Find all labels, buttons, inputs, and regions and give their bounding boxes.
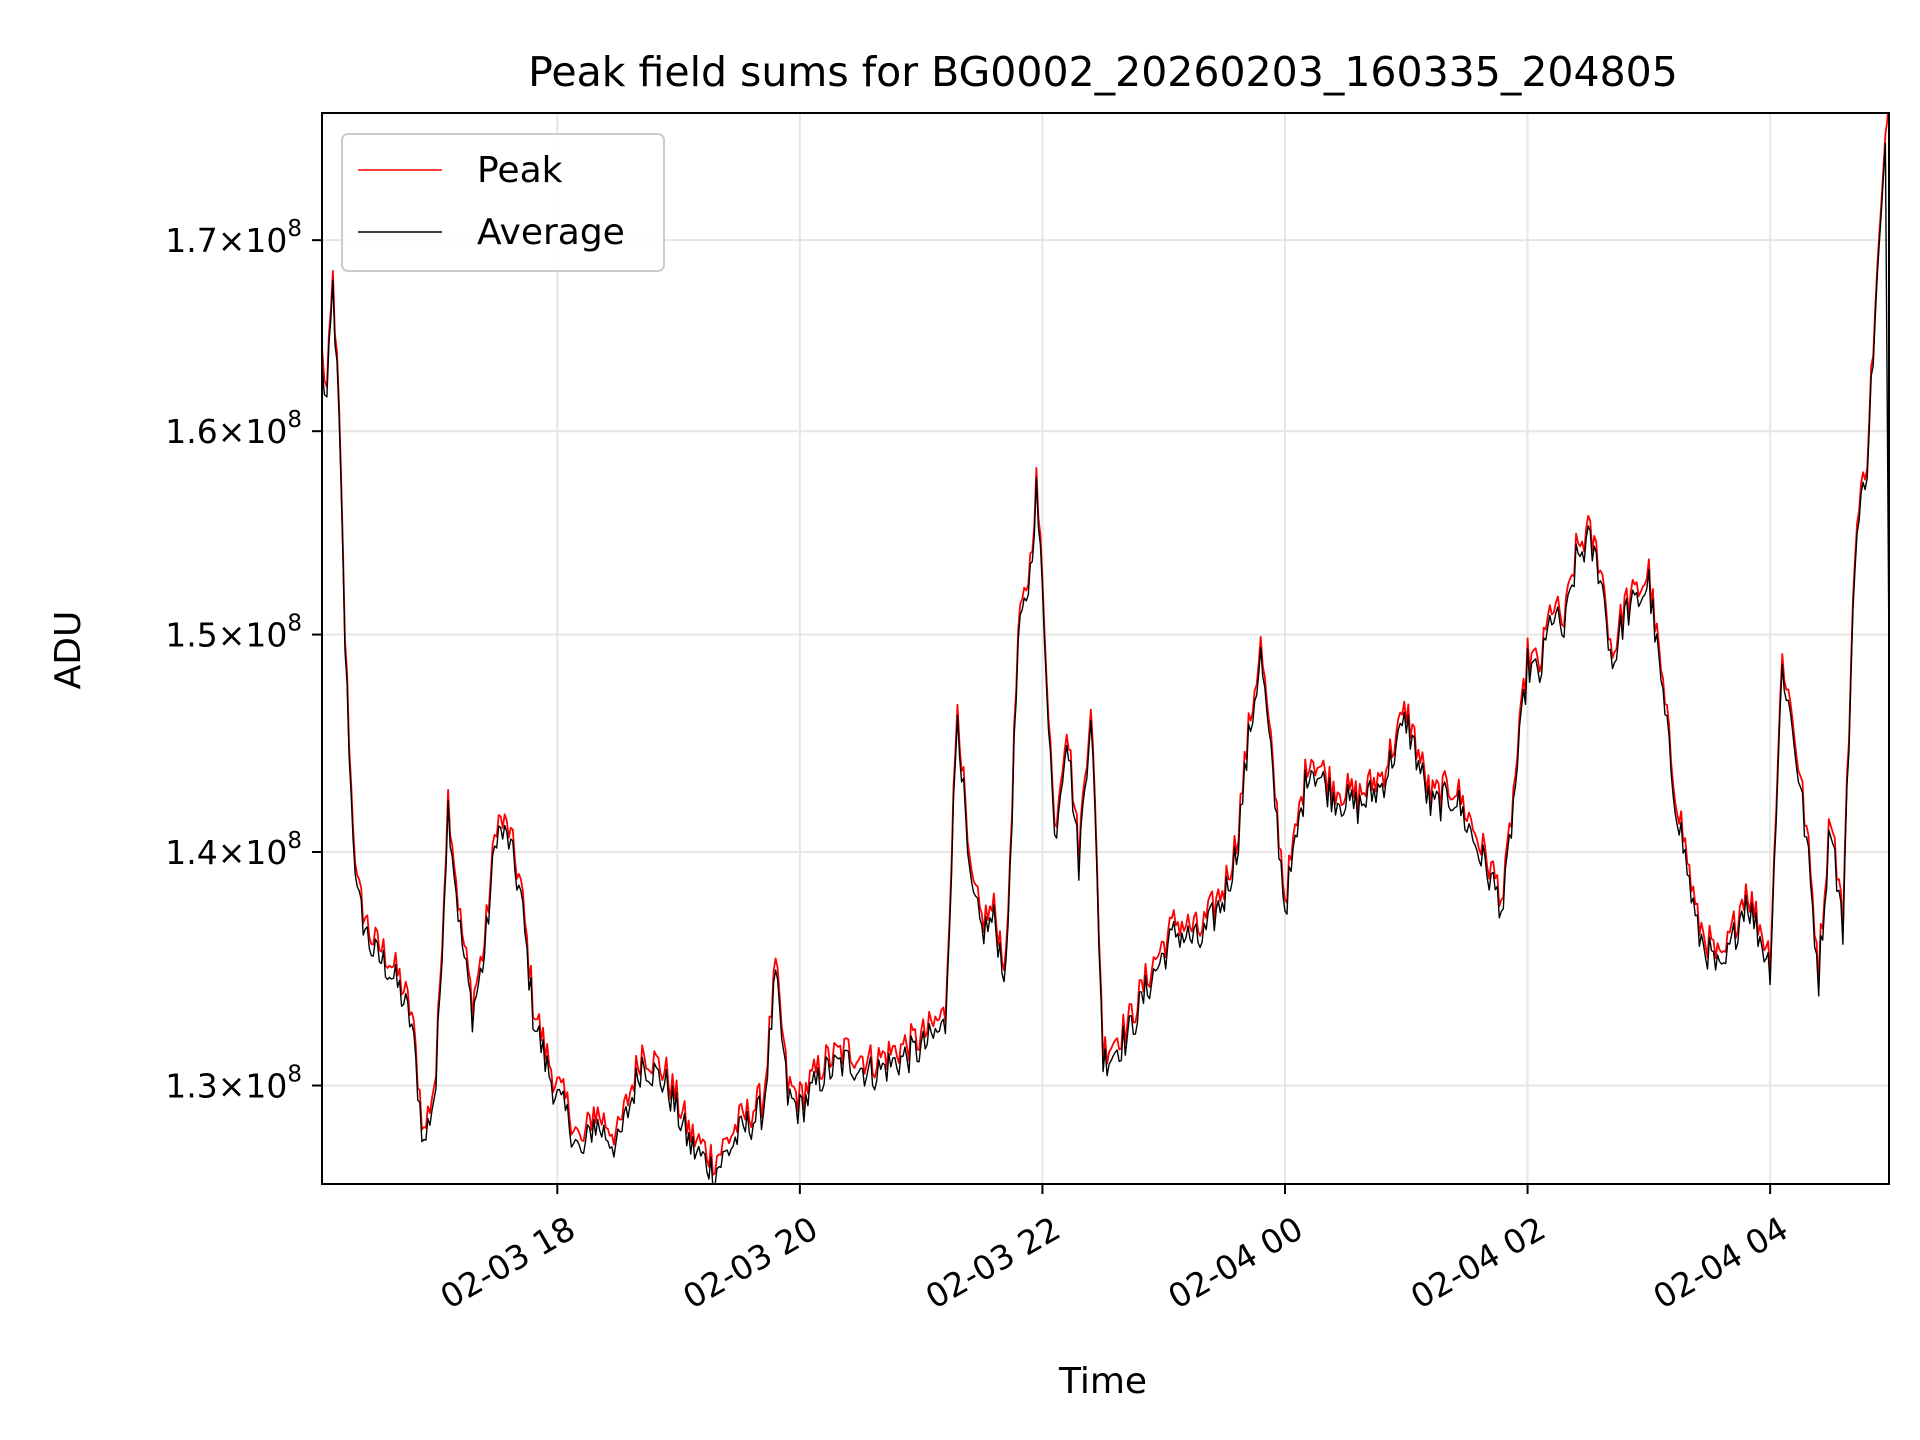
series-line-peak bbox=[322, 113, 1889, 1176]
y-axis-label: ADU bbox=[48, 611, 89, 690]
y-tick-label: 1.6×108 bbox=[165, 407, 302, 451]
series-line-average bbox=[322, 142, 1889, 1184]
y-tick-label: 1.5×108 bbox=[165, 611, 302, 655]
y-tick-exponent: 8 bbox=[287, 407, 302, 433]
y-tick-times: ×10 bbox=[218, 1067, 288, 1106]
plot-frame bbox=[321, 112, 1890, 1185]
grid bbox=[322, 113, 1889, 1184]
y-tick-mantissa: 1.6 bbox=[165, 412, 217, 451]
legend-box bbox=[341, 133, 665, 272]
y-tick-label: 1.3×108 bbox=[165, 1062, 302, 1106]
x-axis-label: Time bbox=[1058, 1361, 1147, 1402]
y-tick-exponent: 8 bbox=[287, 216, 302, 242]
y-tick-times: ×10 bbox=[218, 616, 288, 655]
y-tick-mantissa: 1.3 bbox=[165, 1067, 217, 1106]
legend-label-peak: Peak bbox=[477, 150, 563, 191]
legend: Peak Average bbox=[341, 133, 665, 272]
series-layer bbox=[322, 113, 1889, 1184]
y-tick-exponent: 8 bbox=[287, 1062, 302, 1088]
y-tick-mantissa: 1.5 bbox=[165, 616, 217, 655]
y-tick-times: ×10 bbox=[218, 833, 288, 872]
y-tick-times: ×10 bbox=[218, 412, 288, 451]
legend-label-average: Average bbox=[477, 212, 625, 253]
y-tick-label: 1.7×108 bbox=[165, 216, 302, 260]
y-tick-mantissa: 1.4 bbox=[165, 833, 217, 872]
y-tick-label: 1.4×108 bbox=[165, 828, 302, 872]
y-tick-times: ×10 bbox=[218, 221, 288, 260]
chart-title: Peak field sums for BG0002_20260203_1603… bbox=[528, 48, 1678, 96]
y-tick-mantissa: 1.7 bbox=[165, 221, 217, 260]
y-tick-exponent: 8 bbox=[287, 611, 302, 637]
y-tick-exponent: 8 bbox=[287, 828, 302, 854]
